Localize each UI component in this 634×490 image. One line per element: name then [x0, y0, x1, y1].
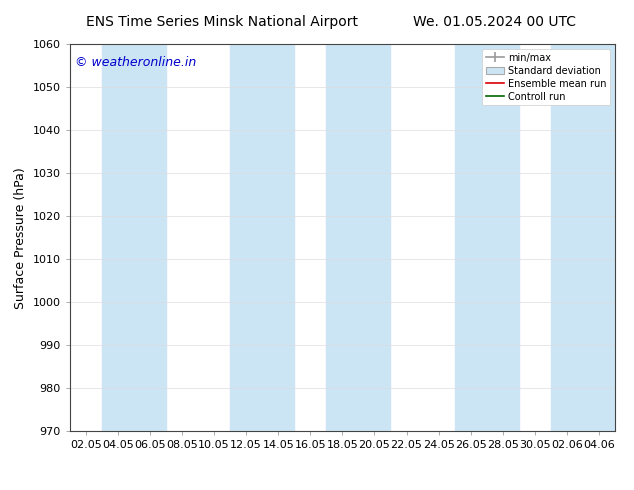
Y-axis label: Surface Pressure (hPa): Surface Pressure (hPa)	[14, 167, 27, 309]
Bar	[102, 44, 166, 431]
Bar	[455, 44, 519, 431]
Bar	[230, 44, 294, 431]
Text: We. 01.05.2024 00 UTC: We. 01.05.2024 00 UTC	[413, 15, 576, 29]
Bar	[551, 44, 615, 431]
Text: ENS Time Series Minsk National Airport: ENS Time Series Minsk National Airport	[86, 15, 358, 29]
Bar	[327, 44, 391, 431]
Text: © weatheronline.in: © weatheronline.in	[75, 56, 197, 69]
Legend: min/max, Standard deviation, Ensemble mean run, Controll run: min/max, Standard deviation, Ensemble me…	[482, 49, 610, 105]
